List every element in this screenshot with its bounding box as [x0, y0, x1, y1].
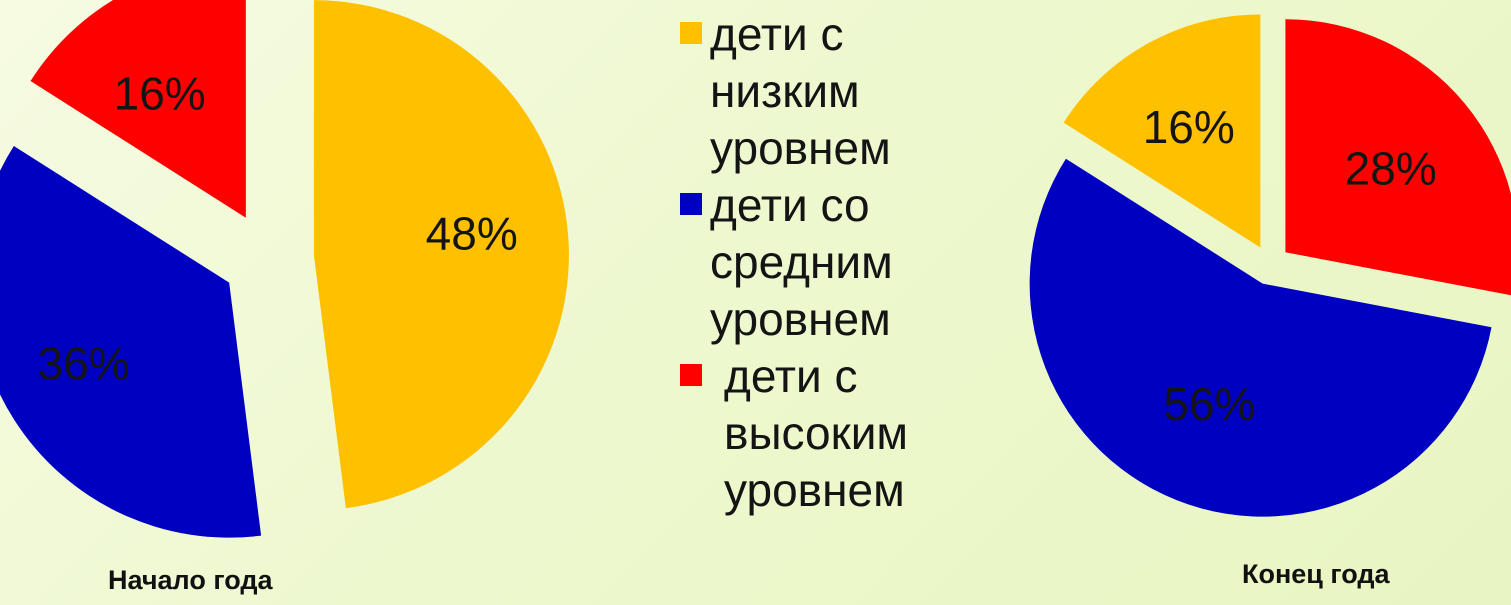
legend-label-high-level: дети с высоким уровнем: [724, 350, 909, 516]
pie-slice-medium-level: [1029, 158, 1492, 517]
chart-legend: дети с низким уровнем дети со средним ур…: [680, 6, 980, 519]
legend-label-low-level: дети с низким уровнем: [710, 8, 891, 174]
pie-slice-medium-level: [0, 146, 262, 538]
slice-label-medium-level: 36%: [38, 338, 130, 390]
pie-chart-start-of-year: 48% 36% 16%: [0, 0, 569, 538]
legend-label-medium-level: дети со средним уровнем: [710, 179, 893, 345]
slice-label-high-level: 16%: [114, 67, 206, 119]
legend-item-high-level: дети с высоким уровнем: [680, 348, 980, 519]
slice-label-medium-level: 56%: [1163, 378, 1255, 430]
pie-slice-high-level: [1285, 19, 1511, 296]
legend-item-medium-level: дети со средним уровнем: [680, 177, 980, 348]
slice-label-low-level: 48%: [426, 207, 518, 259]
pie-slice-high-level: [30, 0, 246, 218]
legend-swatch-medium-level: [680, 193, 702, 215]
legend-swatch-high-level: [680, 364, 702, 386]
pie-slice-low-level: [313, 0, 569, 509]
chart-title-end-of-year: Конец года: [1242, 559, 1390, 589]
legend-swatch-low-level: [680, 22, 702, 44]
slice-label-low-level: 16%: [1143, 101, 1235, 153]
pie-chart-end-of-year: 28% 56% 16%: [1029, 14, 1511, 517]
chart-title-start-of-year: Начало года: [108, 565, 273, 595]
pie-slice-low-level: [1063, 14, 1261, 248]
slice-label-high-level: 28%: [1345, 142, 1437, 194]
legend-item-low-level: дети с низким уровнем: [680, 6, 980, 177]
